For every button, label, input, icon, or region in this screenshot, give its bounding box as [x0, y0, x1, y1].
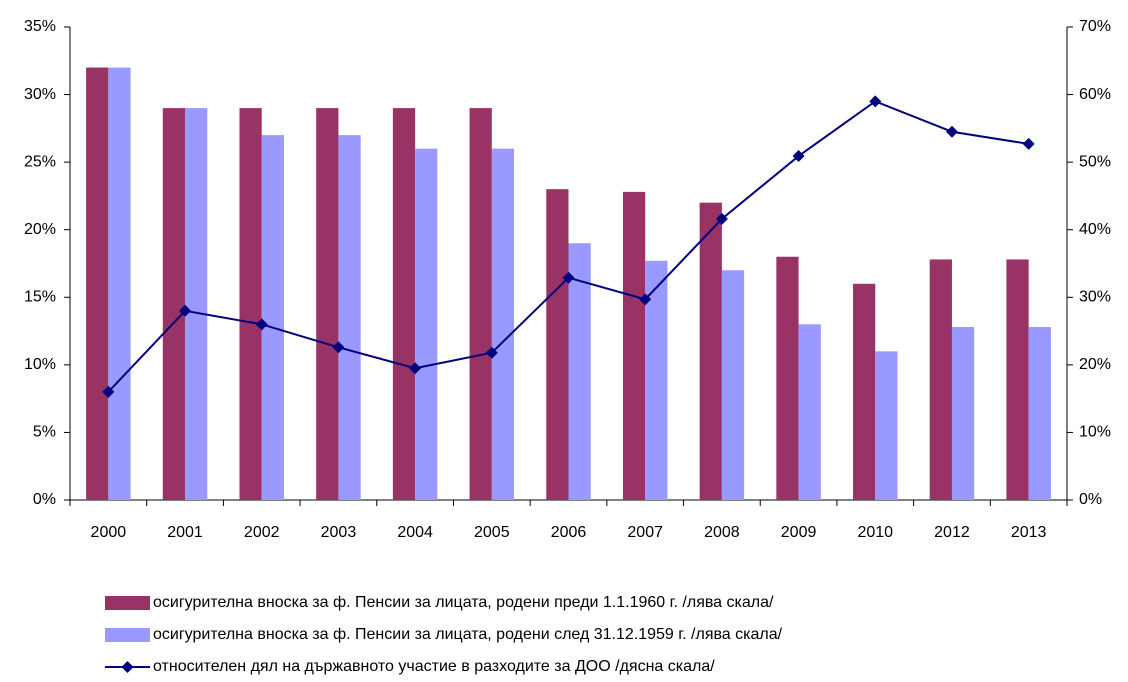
marker	[792, 150, 805, 163]
bar	[645, 260, 668, 500]
bar	[185, 108, 208, 500]
marker	[1022, 137, 1035, 150]
x-tick-label: 2001	[167, 524, 203, 541]
marker	[869, 95, 882, 108]
marker	[102, 385, 115, 398]
y2-tick-label: 60%	[1079, 86, 1111, 103]
bar	[392, 108, 416, 500]
bar	[721, 270, 745, 500]
bar	[491, 148, 515, 500]
x-tick-label: 2010	[857, 524, 893, 541]
x-tick-label: 2008	[704, 524, 740, 541]
legend-swatch	[105, 596, 150, 610]
x-tick-label: 2002	[244, 524, 280, 541]
y2-tick-label: 20%	[1079, 356, 1111, 373]
y2-tick-label: 0%	[1079, 491, 1102, 508]
x-tick-label: 2006	[551, 524, 587, 541]
y-tick-label: 5%	[33, 424, 56, 441]
bar	[1006, 259, 1029, 500]
bar	[568, 243, 591, 500]
bar	[798, 324, 821, 500]
x-tick-label: 2012	[934, 524, 970, 541]
bar	[261, 135, 284, 500]
y-tick-label: 35%	[24, 18, 56, 35]
legend-swatch	[105, 628, 150, 642]
y2-tick-label: 50%	[1079, 153, 1111, 170]
x-tick-label: 2005	[474, 524, 510, 541]
bar	[469, 108, 492, 500]
y-tick-label: 15%	[24, 289, 56, 306]
y-tick-label: 10%	[24, 356, 56, 373]
y2-tick-label: 10%	[1079, 424, 1111, 441]
x-tick-label: 2004	[397, 524, 433, 541]
x-tick-label: 2007	[627, 524, 663, 541]
marker	[179, 304, 192, 317]
bar	[546, 189, 569, 500]
marker	[639, 293, 652, 306]
y-tick-label: 20%	[24, 221, 56, 238]
legend-label: осигурителна вноска за ф. Пенсии за лица…	[153, 594, 774, 611]
bar	[162, 108, 186, 500]
bar	[316, 108, 339, 500]
y-tick-label: 30%	[24, 86, 56, 103]
bar	[699, 202, 722, 500]
bar	[875, 351, 898, 500]
bar	[239, 108, 262, 500]
x-tick-label: 2003	[321, 524, 357, 541]
y-tick-label: 25%	[24, 153, 56, 170]
marker	[332, 341, 345, 354]
legend-label: относителен дял на държавното участие в …	[153, 658, 715, 675]
x-tick-label: 2000	[91, 524, 127, 541]
marker	[562, 271, 575, 284]
bar	[853, 283, 876, 500]
y-tick-label: 0%	[33, 491, 56, 508]
marker	[945, 125, 958, 138]
bar	[622, 191, 646, 501]
x-tick-label: 2009	[781, 524, 817, 541]
y2-tick-label: 30%	[1079, 289, 1111, 306]
bar	[415, 148, 438, 500]
bar	[951, 327, 975, 500]
legend-marker	[121, 661, 134, 673]
marker	[255, 318, 268, 331]
marker	[409, 362, 422, 375]
marker	[715, 212, 728, 225]
bar	[108, 67, 131, 501]
marker	[485, 346, 498, 359]
y2-tick-label: 40%	[1079, 221, 1111, 238]
bar	[338, 135, 361, 500]
bar	[929, 259, 952, 500]
bar	[776, 256, 799, 500]
bar	[1028, 327, 1051, 500]
legend-label: осигурителна вноска за ф. Пенсии за лица…	[153, 626, 783, 643]
x-tick-label: 2013	[1011, 524, 1047, 541]
bar	[86, 67, 109, 501]
y2-tick-label: 70%	[1079, 18, 1111, 35]
